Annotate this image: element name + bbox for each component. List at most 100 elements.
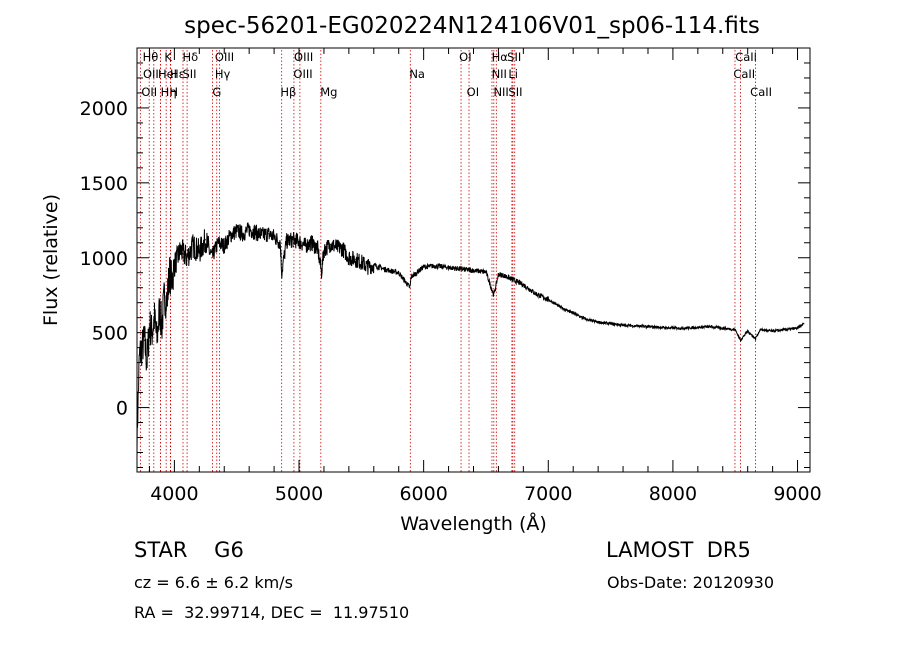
data-point-22 [217, 242, 219, 244]
x-tick-label-9000: 9000 [773, 483, 821, 505]
data-point-14 [171, 279, 173, 281]
data-point-57 [460, 268, 462, 270]
data-point-83 [734, 329, 736, 331]
data-point-25 [236, 230, 238, 232]
data-point-70 [572, 312, 574, 314]
line-label-24: Li [508, 67, 518, 81]
data-point-23 [223, 245, 225, 247]
data-point-77 [659, 326, 662, 328]
y-tick-label-500: 500 [92, 323, 128, 345]
data-point-58 [472, 269, 475, 272]
line-label-14: OIII [294, 50, 313, 64]
data-point-72 [597, 321, 599, 323]
line-label-11: Hγ [215, 67, 231, 81]
data-point-82 [722, 327, 724, 329]
data-point-64 [516, 281, 518, 283]
data-point-3 [143, 339, 146, 341]
data-point-19 [198, 251, 200, 253]
line-label-1: Hθ [143, 50, 159, 64]
data-point-5 [148, 324, 151, 326]
x-tick-label-4000: 4000 [150, 483, 198, 505]
line-label-5: K [164, 50, 172, 64]
data-point-49 [373, 264, 375, 266]
line-label-7: Hε [170, 67, 185, 81]
data-point-1 [138, 354, 141, 356]
data-point-76 [647, 326, 649, 328]
x-tick-label-7000: 7000 [524, 483, 572, 505]
redshift-cz: cz = 6.6 ± 6.2 km/s [134, 573, 293, 592]
line-label-25: SII [508, 85, 522, 99]
line-label-4: HeI [158, 67, 177, 81]
data-point-6 [151, 332, 153, 334]
obs-date: Obs-Date: 20120930 [607, 573, 775, 592]
data-point-63 [510, 278, 512, 280]
line-label-12: G [212, 85, 221, 99]
data-point-36 [298, 240, 300, 242]
data-point-68 [547, 299, 549, 301]
data-point-54 [423, 266, 425, 268]
line-label-9: Hδ [182, 50, 198, 64]
data-point-78 [672, 327, 674, 329]
line-label-10: OIII [215, 50, 234, 64]
y-tick-label-2000: 2000 [80, 98, 128, 120]
line-label-13: Hβ [280, 85, 296, 99]
data-point-75 [634, 325, 637, 327]
data-point-74 [622, 324, 624, 326]
line-label-22: NII [493, 85, 508, 99]
data-point-32 [279, 242, 281, 244]
x-tick-label-8000: 8000 [649, 483, 697, 505]
data-point-30 [267, 233, 269, 235]
plot-frame [136, 47, 811, 473]
data-point-88 [772, 330, 774, 332]
data-point-80 [697, 326, 699, 328]
data-point-50 [385, 269, 387, 271]
survey-name: LAMOST DR5 [606, 538, 751, 562]
data-point-33 [281, 272, 283, 274]
data-point-11 [163, 294, 165, 296]
data-point-13 [168, 272, 170, 274]
data-point-56 [448, 266, 450, 269]
data-point-53 [410, 276, 412, 278]
y-tick-label-1000: 1000 [80, 248, 128, 270]
data-point-59 [485, 271, 487, 273]
data-point-8 [156, 339, 158, 341]
data-point-40 [320, 272, 323, 274]
data-point-26 [242, 233, 244, 235]
data-point-41 [323, 249, 325, 251]
data-point-66 [529, 288, 531, 290]
line-label-26: CaII [735, 50, 757, 64]
data-point-81 [709, 326, 711, 328]
x-tick-label-5000: 5000 [275, 483, 323, 505]
y-axis-label: Flux (relative) [40, 194, 62, 326]
data-point-55 [435, 265, 437, 267]
data-point-90 [796, 327, 799, 329]
ra-dec: RA = 32.99714, DEC = 11.97510 [134, 603, 410, 622]
line-label-18: OI [459, 50, 471, 64]
axis-ticks: 4000 5000 6000 7000 8000 9000 0 500 1000 1500 2000 [80, 48, 822, 505]
data-point-87 [759, 329, 761, 331]
data-point-42 [329, 243, 331, 245]
line-label-23: SII [507, 50, 521, 64]
data-point-51 [398, 272, 400, 274]
line-label-28: CaII [750, 85, 772, 99]
chart-title: spec-56201-EG020224N124106V01_sp06-114.f… [184, 13, 760, 39]
data-point-37 [304, 245, 306, 247]
data-point-18 [192, 245, 194, 247]
data-point-46 [354, 258, 356, 260]
data-point-65 [522, 284, 525, 286]
data-point-61 [497, 273, 499, 275]
data-point-34 [286, 240, 288, 242]
line-label-19: OI [467, 85, 479, 99]
data-point-35 [292, 239, 294, 241]
line-label-20: Hα [492, 50, 509, 64]
data-point-79 [684, 327, 687, 329]
line-label-16: Mg [320, 85, 337, 99]
data-point-89 [784, 329, 786, 331]
data-point-31 [273, 236, 275, 238]
data-point-16 [180, 249, 182, 251]
data-point-45 [348, 257, 350, 259]
data-point-28 [254, 231, 256, 233]
line-label-17: Na [409, 67, 425, 81]
data-point-38 [310, 242, 313, 244]
